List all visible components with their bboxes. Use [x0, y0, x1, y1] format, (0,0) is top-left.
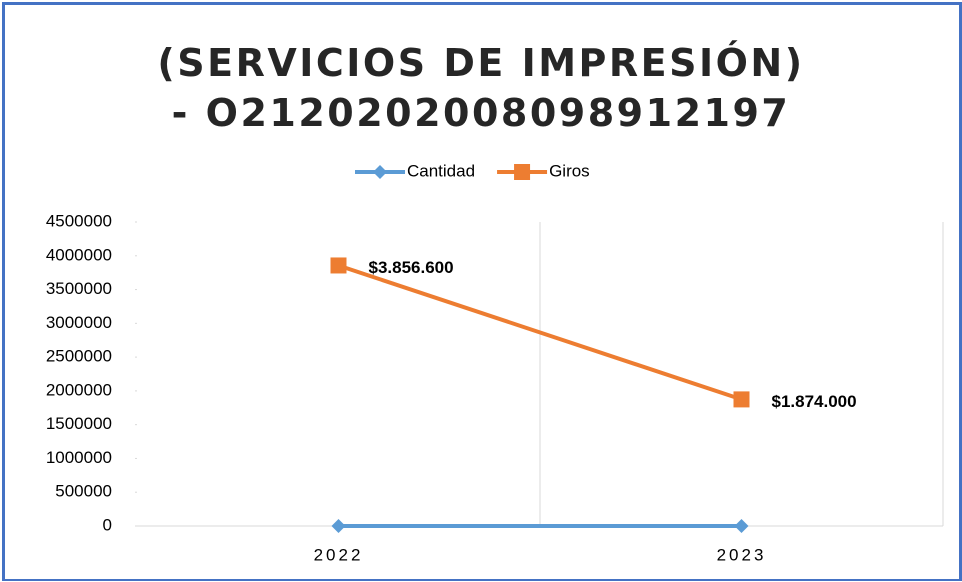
data-label: $3.856.600 [369, 258, 454, 277]
y-tick-label: 500000 [55, 482, 112, 501]
chart-title: (SERVICIOS DE IMPRESIÓN) - O212020200809… [157, 41, 805, 135]
y-tick-label: 2500000 [46, 347, 112, 366]
y-tick-label: 0 [103, 515, 112, 534]
y-tick-label: 4500000 [46, 211, 112, 230]
y-tick-label: 4000000 [46, 245, 112, 264]
data-point [330, 257, 347, 274]
series-line [337, 263, 743, 402]
x-tick-label: 2022 [314, 545, 364, 564]
y-tick-label: 3500000 [46, 279, 112, 298]
legend-label: Cantidad [407, 161, 475, 180]
y-tick-label: 3000000 [46, 313, 112, 332]
y-tick-label: 2000000 [46, 380, 112, 399]
data-point [331, 519, 346, 533]
y-tick-label: 1500000 [46, 414, 112, 433]
legend-marker [514, 164, 531, 180]
y-tick-label: 1000000 [46, 448, 112, 467]
legend-marker [373, 165, 387, 179]
legend-label: Giros [549, 161, 590, 180]
x-tick-label: 2023 [717, 545, 767, 564]
data-label: $1.874.000 [772, 392, 857, 411]
data-point [733, 391, 750, 408]
data-point [734, 519, 749, 533]
